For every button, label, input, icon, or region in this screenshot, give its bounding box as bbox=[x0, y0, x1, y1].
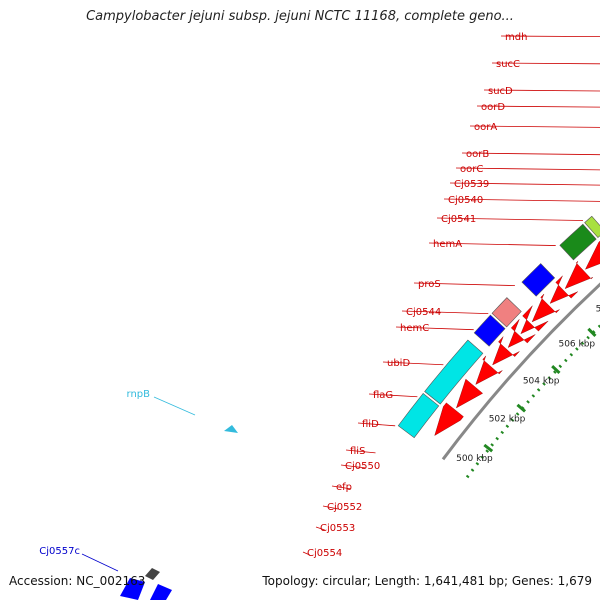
label-leader bbox=[436, 217, 584, 221]
feature-block bbox=[424, 339, 484, 405]
label-leader bbox=[395, 326, 474, 331]
label-leader bbox=[413, 282, 515, 287]
forward-gene-arrow bbox=[434, 402, 464, 436]
rna-feature bbox=[224, 425, 238, 433]
label-leader bbox=[322, 505, 338, 510]
gene-label: hemC bbox=[400, 323, 429, 334]
gene-label: Cj0557c bbox=[39, 546, 80, 557]
label-leader bbox=[401, 310, 489, 315]
label-leader bbox=[368, 393, 418, 398]
gene-label: oorB bbox=[466, 149, 489, 160]
gene-label: oorC bbox=[460, 164, 483, 175]
label-leader bbox=[340, 464, 366, 469]
gene-label: Cj0550 bbox=[345, 461, 380, 472]
label-leader bbox=[455, 167, 600, 171]
forward-gene-arrow bbox=[549, 275, 578, 304]
gene-label: Cj0552 bbox=[327, 502, 362, 513]
feature-block bbox=[559, 223, 597, 261]
forward-gene-arrow bbox=[475, 355, 503, 385]
gene-label: hemA bbox=[433, 239, 462, 250]
gene-label: rnpB bbox=[127, 389, 151, 400]
gene-label: Cj0544 bbox=[406, 307, 441, 318]
feature-block bbox=[521, 263, 556, 297]
tick-mark bbox=[483, 443, 494, 453]
label-leader bbox=[428, 242, 556, 246]
forward-gene-arrow bbox=[520, 305, 549, 335]
gene-label: Cj0540 bbox=[448, 195, 483, 206]
gene-label: fliS bbox=[350, 446, 365, 457]
backbone-line bbox=[441, 282, 600, 461]
tick-label: 502 kbp bbox=[489, 415, 526, 425]
label-leader bbox=[153, 396, 196, 416]
gene-label: sucC bbox=[496, 59, 520, 70]
map-title: Campylobacter jejuni subsp. jejuni NCTC … bbox=[86, 9, 514, 24]
feature-tracks bbox=[120, 215, 600, 600]
gene-label: sucD bbox=[488, 86, 513, 97]
label-leader bbox=[483, 89, 600, 92]
forward-gene-arrow bbox=[492, 336, 520, 366]
label-leader bbox=[476, 105, 600, 108]
label-leader bbox=[357, 422, 396, 427]
genome-backbone bbox=[441, 282, 600, 461]
tick-mark bbox=[551, 365, 561, 375]
gene-label: Cj0553 bbox=[320, 523, 355, 534]
tick-mark bbox=[516, 403, 527, 413]
tick-label: 500 kbp bbox=[456, 454, 493, 464]
feature-block bbox=[473, 314, 506, 347]
forward-gene-arrow bbox=[564, 261, 594, 290]
reverse-gene-arrow bbox=[150, 584, 172, 600]
forward-gene-arrow bbox=[507, 319, 536, 348]
label-leader bbox=[469, 125, 600, 128]
label-leader bbox=[315, 526, 325, 531]
gene-label: ubiD bbox=[387, 358, 410, 369]
label-leader bbox=[382, 361, 444, 366]
gene-label: oorA bbox=[474, 122, 497, 133]
gene-label: flaG bbox=[373, 390, 393, 401]
forward-gene-arrow bbox=[456, 378, 484, 409]
label-leader bbox=[302, 551, 310, 556]
label-leader bbox=[491, 62, 600, 65]
feature-block bbox=[491, 297, 522, 328]
label-leader bbox=[81, 553, 119, 572]
gene-label: Cj0554 bbox=[307, 548, 342, 559]
gene-labels: mdh sucC sucD oorD oorA oorB oorC Cj0539 Cj0540 C… bbox=[39, 32, 600, 572]
feature-block bbox=[397, 392, 440, 439]
feature-block bbox=[584, 215, 600, 238]
label-leader bbox=[443, 198, 600, 202]
tick-label: 508 kbp bbox=[596, 304, 600, 314]
label-leader bbox=[449, 182, 600, 186]
gene-label: oorD bbox=[481, 102, 505, 113]
label-leader bbox=[461, 152, 600, 156]
gene-label: Cj0541 bbox=[441, 214, 476, 225]
gene-label: proS bbox=[418, 279, 441, 290]
label-leader bbox=[345, 449, 376, 454]
tick-label: 504 kbp bbox=[523, 376, 560, 386]
tick-mark bbox=[587, 327, 597, 337]
gene-label: Cj0539 bbox=[454, 179, 489, 190]
reverse-gene-arrow bbox=[120, 578, 145, 600]
gene-label: efp bbox=[336, 482, 352, 493]
label-leader bbox=[331, 485, 351, 490]
topology-label: Topology: circular; Length: 1,641,481 bp… bbox=[262, 574, 592, 588]
tick-label: 506 kbp bbox=[558, 340, 595, 350]
feature-block bbox=[145, 568, 160, 580]
gene-label: fliD bbox=[362, 419, 379, 430]
label-leader bbox=[500, 35, 600, 38]
accession-label: Accession: NC_002163 bbox=[9, 574, 146, 588]
forward-gene-arrow bbox=[531, 293, 560, 323]
gene-label: mdh bbox=[505, 32, 527, 43]
